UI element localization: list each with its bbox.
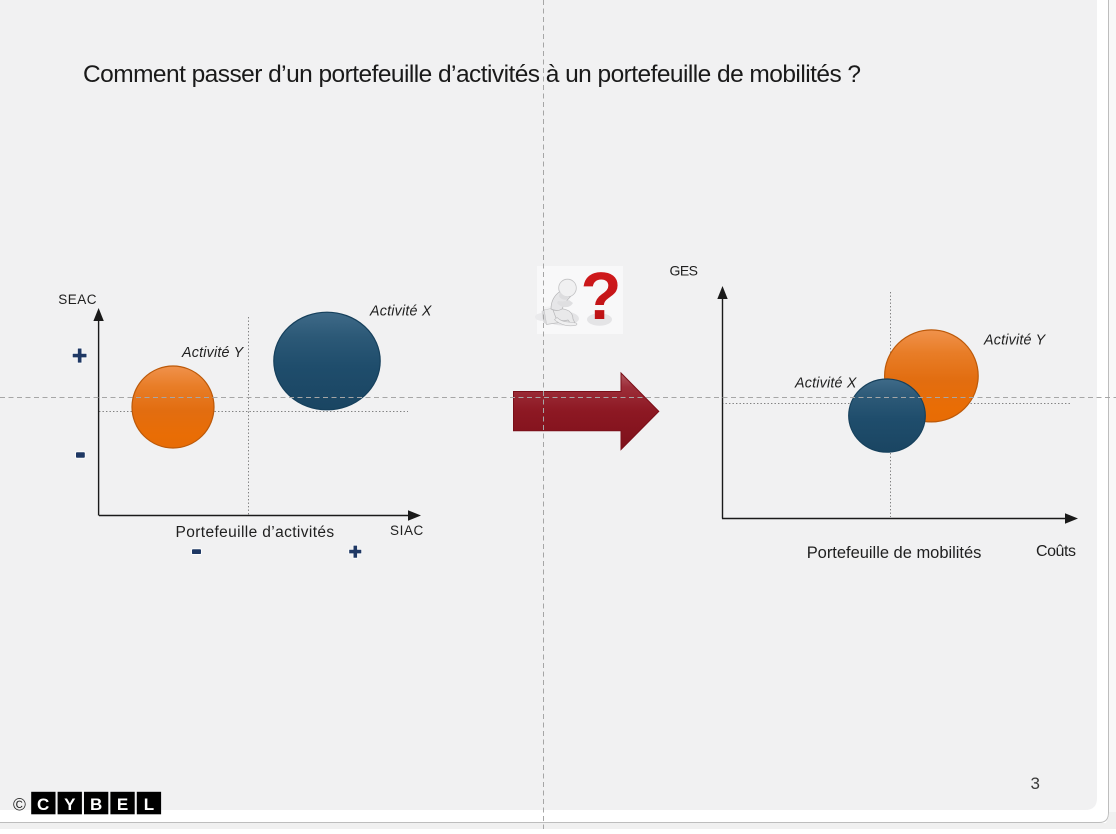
svg-text:Activité X: Activité X — [794, 375, 857, 391]
svg-text:3: 3 — [1031, 774, 1040, 793]
svg-text:SIAC: SIAC — [390, 523, 424, 538]
svg-text:C: C — [37, 795, 49, 814]
svg-text:?: ? — [581, 259, 622, 334]
svg-text:Portefeuille d’activités: Portefeuille d’activités — [176, 524, 335, 541]
svg-text:Activité X: Activité X — [369, 304, 432, 320]
svg-text:L: L — [144, 795, 154, 814]
svg-text:SEAC: SEAC — [58, 292, 97, 307]
svg-text:Coûts: Coûts — [1036, 543, 1076, 560]
svg-text:Activité Y: Activité Y — [181, 345, 245, 361]
svg-text:Comment passer d’un portefeuil: Comment passer d’un portefeuille d’activ… — [83, 61, 860, 88]
svg-text:B: B — [90, 795, 102, 814]
svg-text:GES: GES — [670, 263, 698, 279]
svg-text:Portefeuille de mobilités: Portefeuille de mobilités — [807, 544, 982, 562]
svg-text:Activité Y: Activité Y — [983, 333, 1047, 349]
svg-text:©: © — [13, 795, 26, 815]
svg-text:E: E — [117, 795, 128, 814]
svg-text:Y: Y — [64, 795, 76, 814]
